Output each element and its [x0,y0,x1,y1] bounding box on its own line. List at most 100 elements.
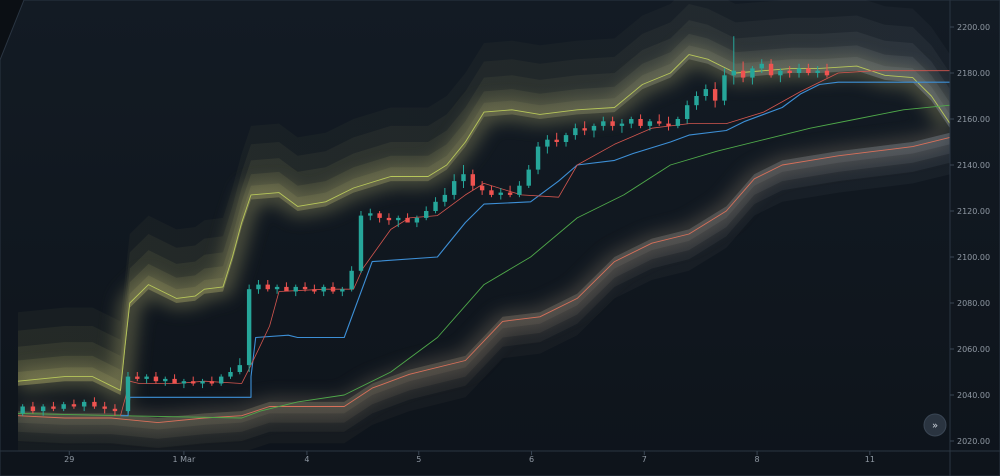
candle [461,165,466,188]
candle [81,399,87,412]
candle [414,215,420,228]
candle [163,376,168,386]
cloud-lower-band [18,132,950,439]
cloud-bands [18,0,950,451]
candle [112,404,118,416]
candle [284,282,289,292]
x-tick-label: 8 [755,455,760,464]
candle [61,401,66,412]
candle [731,36,736,85]
candle [657,114,662,126]
candle [191,376,196,386]
candle [591,123,597,138]
candle [778,68,783,83]
candle [200,378,205,389]
candle [601,116,606,131]
candle [442,188,448,207]
y-tick-label: 2100.00 [957,253,990,262]
candle [424,206,429,221]
candle [386,213,392,225]
candle [470,169,476,191]
y-tick-label: 2040.00 [957,391,990,400]
candle [321,284,326,297]
candle [563,132,569,147]
scroll-to-latest-button[interactable]: » [923,413,947,437]
candle [535,142,541,175]
candle [554,132,559,147]
candle [293,284,298,297]
candle [102,401,107,414]
plot-area [18,0,950,451]
candle [629,116,634,129]
y-tick-label: 2080.00 [957,299,990,308]
candle [573,123,578,140]
x-axis: 29 1 Mar 4 5 6 7 8 11 [64,451,875,464]
x-tick-label: 11 [865,455,875,464]
candle [610,116,615,131]
y-tick-label: 2140.00 [957,161,990,170]
y-axis: 2200.00 2180.00 2160.00 2140.00 2120.00 2100.… [950,23,990,446]
candle [740,61,746,83]
candle [824,63,830,78]
candle [40,404,46,416]
candle [722,68,727,106]
x-tick-label: 4 [304,455,309,464]
candle [498,188,503,200]
y-tick-label: 2200.00 [957,23,990,32]
candle [712,82,718,108]
candle [71,399,77,409]
y-tick-label: 2020.00 [957,437,990,446]
x-tick-label: 6 [529,455,534,464]
candle [796,63,802,78]
y-tick-label: 2180.00 [957,69,990,78]
candle [582,121,587,136]
candle [125,372,131,414]
candle [647,119,653,131]
double-chevron-right-icon: » [932,421,938,432]
cloud-lower-line [18,136,950,424]
candle [51,401,56,412]
candle [302,282,308,292]
candle [330,282,336,294]
candle [358,211,364,274]
x-tick-label: 5 [416,455,421,464]
candle [806,63,811,76]
candle [545,135,550,154]
candle [246,284,252,372]
candle [787,66,792,78]
x-tick-label: 7 [642,455,647,464]
candle [479,181,485,195]
candle [218,374,224,386]
candle [92,397,97,409]
y-tick-label: 2120.00 [957,207,990,216]
candle [703,84,709,101]
candle [489,185,494,198]
candle [340,286,345,297]
candle [675,116,681,129]
candle [265,280,270,292]
candle [750,66,755,85]
candle [20,404,25,416]
candle [135,372,140,382]
candle [368,208,373,221]
candle [433,197,438,214]
x-tick-label: 29 [64,455,74,464]
candle [181,378,187,389]
candles [20,36,830,416]
candle [619,119,625,133]
candle [768,59,774,78]
candle [517,181,522,198]
candle [684,100,690,124]
candle [759,59,764,73]
candle [349,266,354,292]
candle [228,367,233,379]
candle [507,185,513,198]
candle [638,114,643,129]
lagging-line [18,104,950,419]
candle [405,213,410,223]
candle [312,284,317,294]
candle [274,284,280,294]
cloud-upper-band [18,45,950,396]
candle [526,165,531,188]
